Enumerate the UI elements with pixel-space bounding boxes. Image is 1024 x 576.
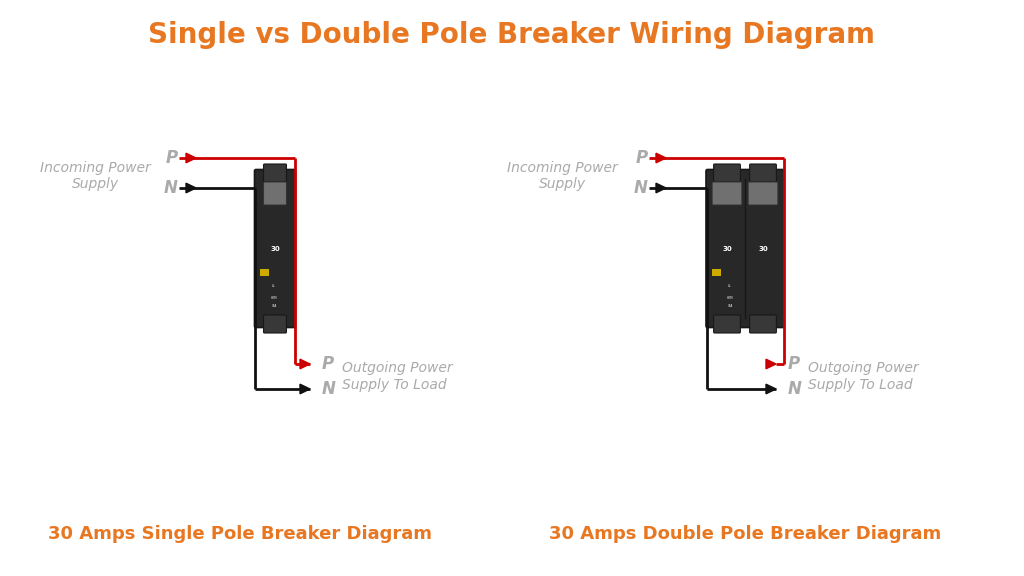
FancyBboxPatch shape [263, 315, 287, 333]
Polygon shape [186, 153, 196, 163]
Text: 30 Amps Double Pole Breaker Diagram: 30 Amps Double Pole Breaker Diagram [549, 525, 941, 543]
Polygon shape [766, 359, 776, 369]
Polygon shape [186, 183, 196, 193]
Text: N: N [788, 380, 802, 398]
Text: P: P [788, 355, 800, 373]
FancyBboxPatch shape [750, 164, 776, 182]
Polygon shape [656, 183, 666, 193]
Text: P: P [636, 149, 648, 167]
Text: 30A: 30A [271, 304, 276, 308]
Polygon shape [766, 384, 776, 394]
Bar [712, 268, 721, 276]
Text: N: N [634, 179, 648, 197]
Polygon shape [300, 384, 310, 394]
FancyBboxPatch shape [714, 164, 740, 182]
Text: 30A: 30A [727, 304, 732, 308]
Text: Incoming Power
Supply: Incoming Power Supply [507, 161, 617, 191]
FancyBboxPatch shape [749, 182, 778, 205]
Text: Outgoing Power
Supply To Load: Outgoing Power Supply To Load [342, 361, 453, 392]
Text: 30 Amps Single Pole Breaker Diagram: 30 Amps Single Pole Breaker Diagram [48, 525, 432, 543]
Text: UL: UL [272, 284, 275, 288]
Text: N: N [322, 380, 336, 398]
Text: HOM: HOM [727, 296, 733, 300]
FancyBboxPatch shape [263, 182, 287, 205]
Text: 30: 30 [270, 246, 280, 252]
Text: N: N [164, 179, 178, 197]
FancyBboxPatch shape [714, 315, 740, 333]
Polygon shape [656, 153, 666, 163]
Text: P: P [166, 149, 178, 167]
Text: Incoming Power
Supply: Incoming Power Supply [40, 161, 151, 191]
FancyBboxPatch shape [712, 182, 741, 205]
FancyBboxPatch shape [263, 164, 287, 182]
Text: 30: 30 [758, 246, 768, 252]
Polygon shape [300, 359, 310, 369]
Text: Single vs Double Pole Breaker Wiring Diagram: Single vs Double Pole Breaker Wiring Dia… [148, 21, 876, 49]
Bar [260, 268, 269, 276]
Text: HOM: HOM [270, 296, 278, 300]
FancyBboxPatch shape [255, 169, 296, 328]
FancyBboxPatch shape [750, 315, 776, 333]
Text: UL: UL [728, 284, 732, 288]
Text: Outgoing Power
Supply To Load: Outgoing Power Supply To Load [808, 361, 919, 392]
Text: P: P [322, 355, 334, 373]
Text: 30: 30 [722, 246, 732, 252]
FancyBboxPatch shape [706, 169, 784, 328]
